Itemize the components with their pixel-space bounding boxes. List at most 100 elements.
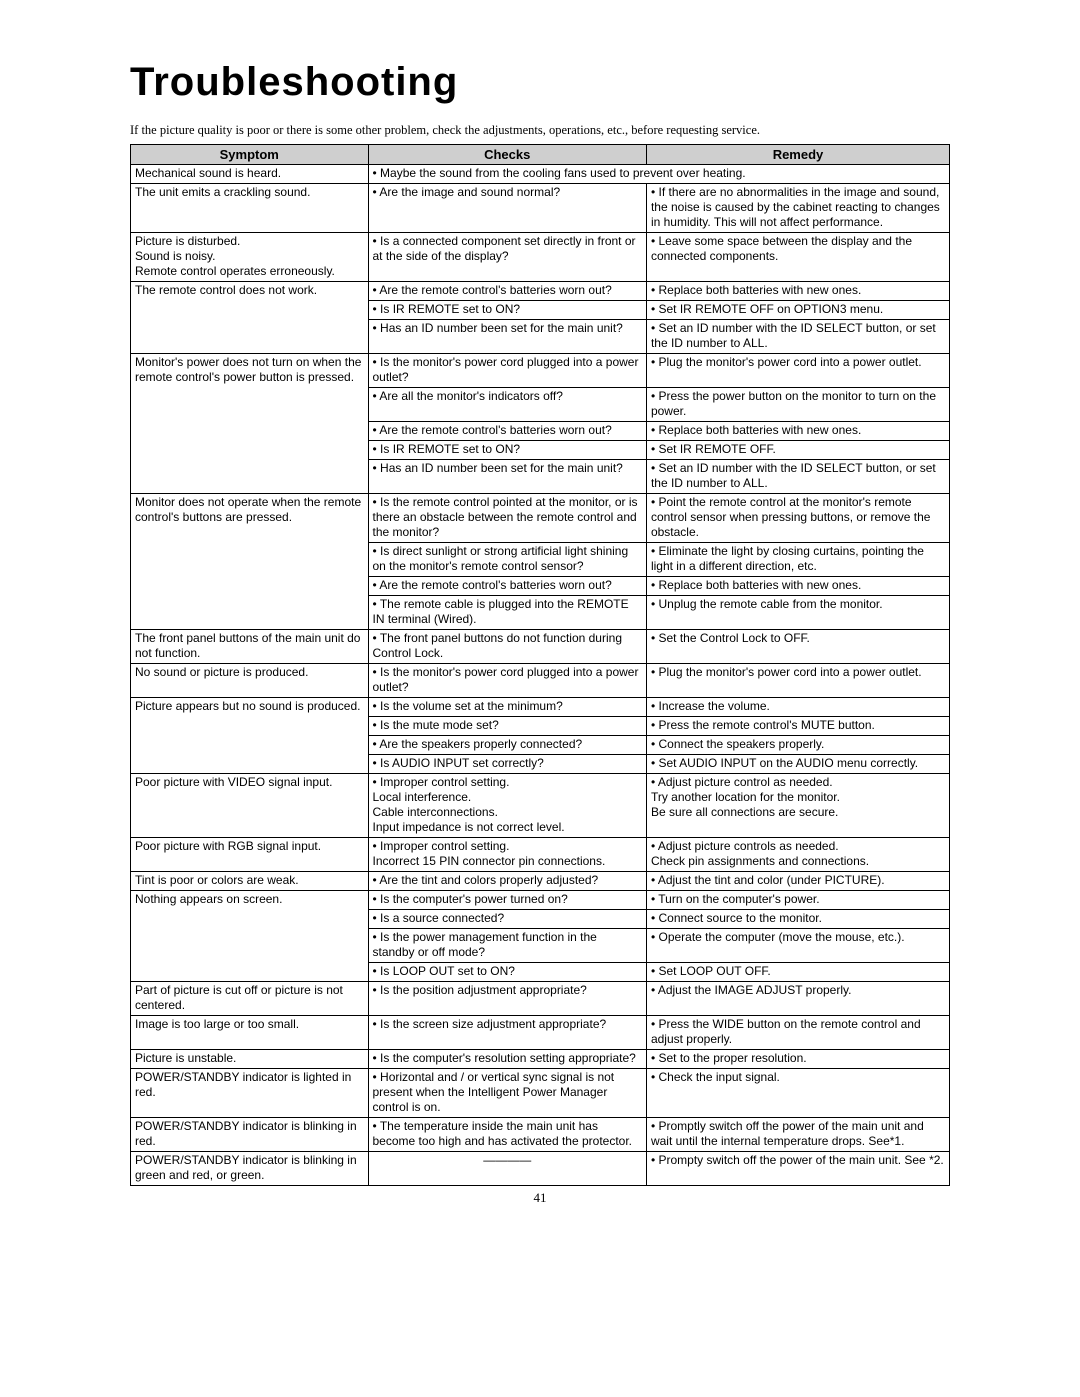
table-cell-remedy: • Set IR REMOTE OFF on OPTION3 menu. xyxy=(646,301,949,320)
table-cell-symptom xyxy=(131,422,369,441)
table-cell-check: • Is the position adjustment appropriate… xyxy=(368,982,646,1016)
page-title: Troubleshooting xyxy=(130,60,950,105)
table-cell-symptom: Poor picture with RGB signal input. xyxy=(131,838,369,872)
table-cell-symptom: POWER/STANDBY indicator is blinking in r… xyxy=(131,1118,369,1152)
table-cell-check: • The remote cable is plugged into the R… xyxy=(368,596,646,630)
table-cell-remedy: • Plug the monitor's power cord into a p… xyxy=(646,664,949,698)
table-cell-remedy: • Plug the monitor's power cord into a p… xyxy=(646,354,949,388)
table-cell-symptom xyxy=(131,736,369,755)
table-cell-remedy: • Set an ID number with the ID SELECT bu… xyxy=(646,460,949,494)
table-cell-check: • Is a source connected? xyxy=(368,910,646,929)
table-cell-remedy: • Replace both batteries with new ones. xyxy=(646,577,949,596)
table-cell-check: • Are the remote control's batteries wor… xyxy=(368,422,646,441)
table-cell-symptom xyxy=(131,910,369,929)
table-cell-symptom: Tint is poor or colors are weak. xyxy=(131,872,369,891)
table-cell-remedy: • Check the input signal. xyxy=(646,1069,949,1118)
table-cell-symptom: The unit emits a crackling sound. xyxy=(131,184,369,233)
table-cell-symptom xyxy=(131,717,369,736)
table-cell-check: • Is IR REMOTE set to ON? xyxy=(368,441,646,460)
table-cell-symptom: Part of picture is cut off or picture is… xyxy=(131,982,369,1016)
troubleshooting-table: Symptom Checks Remedy Mechanical sound i… xyxy=(130,144,950,1186)
table-cell-symptom xyxy=(131,596,369,630)
table-cell-symptom xyxy=(131,301,369,320)
table-cell-remedy: • Operate the computer (move the mouse, … xyxy=(646,929,949,963)
table-cell-check: • Is the mute mode set? xyxy=(368,717,646,736)
table-cell-remedy: • Adjust picture controls as needed.Chec… xyxy=(646,838,949,872)
table-cell-check: • Is IR REMOTE set to ON? xyxy=(368,301,646,320)
table-cell-symptom xyxy=(131,543,369,577)
table-cell-check: • Is the computer's resolution setting a… xyxy=(368,1050,646,1069)
table-cell-symptom xyxy=(131,388,369,422)
table-cell-remedy: • Promptly switch off the power of the m… xyxy=(646,1118,949,1152)
table-cell-remedy: • Set IR REMOTE OFF. xyxy=(646,441,949,460)
table-cell-symptom xyxy=(131,929,369,963)
table-cell-symptom: POWER/STANDBY indicator is lighted in re… xyxy=(131,1069,369,1118)
table-cell-symptom: The remote control does not work. xyxy=(131,282,369,301)
table-cell-check: • Is a connected component set directly … xyxy=(368,233,646,282)
col-symptom: Symptom xyxy=(131,145,369,165)
table-cell-symptom: Image is too large or too small. xyxy=(131,1016,369,1050)
table-cell-symptom: Mechanical sound is heard. xyxy=(131,165,369,184)
table-cell-check: • Improper control setting.Incorrect 15 … xyxy=(368,838,646,872)
table-cell-remedy: • Adjust the tint and color (under PICTU… xyxy=(646,872,949,891)
table-cell-check: • Is the monitor's power cord plugged in… xyxy=(368,664,646,698)
page-number: 41 xyxy=(130,1190,950,1206)
table-cell-merged: • Maybe the sound from the cooling fans … xyxy=(368,165,950,184)
table-cell-check: • The temperature inside the main unit h… xyxy=(368,1118,646,1152)
col-remedy: Remedy xyxy=(646,145,949,165)
table-cell-symptom: Monitor does not operate when the remote… xyxy=(131,494,369,543)
table-cell-check: • Are the tint and colors properly adjus… xyxy=(368,872,646,891)
table-cell-remedy: • Replace both batteries with new ones. xyxy=(646,422,949,441)
table-cell-symptom: Picture appears but no sound is produced… xyxy=(131,698,369,717)
table-cell-remedy: • Press the power button on the monitor … xyxy=(646,388,949,422)
table-cell-symptom xyxy=(131,963,369,982)
table-cell-remedy: • Turn on the computer's power. xyxy=(646,891,949,910)
table-cell-check: • The front panel buttons do not functio… xyxy=(368,630,646,664)
col-checks: Checks xyxy=(368,145,646,165)
table-cell-check: • Is AUDIO INPUT set correctly? xyxy=(368,755,646,774)
table-cell-remedy: • Eliminate the light by closing curtain… xyxy=(646,543,949,577)
table-cell-check: • Is the power management function in th… xyxy=(368,929,646,963)
table-cell-remedy: • Connect the speakers properly. xyxy=(646,736,949,755)
table-cell-check: • Are the remote control's batteries wor… xyxy=(368,282,646,301)
table-cell-remedy: • Press the remote control's MUTE button… xyxy=(646,717,949,736)
table-cell-remedy: • Set LOOP OUT OFF. xyxy=(646,963,949,982)
table-cell-remedy: • Connect source to the monitor. xyxy=(646,910,949,929)
table-cell-check: • Is the volume set at the minimum? xyxy=(368,698,646,717)
table-cell-check: • Is direct sunlight or strong artificia… xyxy=(368,543,646,577)
table-cell-remedy: • Prompty switch off the power of the ma… xyxy=(646,1152,949,1186)
table-cell-remedy: • Unplug the remote cable from the monit… xyxy=(646,596,949,630)
table-cell-remedy: • Set AUDIO INPUT on the AUDIO menu corr… xyxy=(646,755,949,774)
table-cell-check: • Horizontal and / or vertical sync sign… xyxy=(368,1069,646,1118)
table-cell-remedy: • Press the WIDE button on the remote co… xyxy=(646,1016,949,1050)
table-cell-symptom xyxy=(131,577,369,596)
table-cell-check: • Is the screen size adjustment appropri… xyxy=(368,1016,646,1050)
table-cell-remedy: • Set an ID number with the ID SELECT bu… xyxy=(646,320,949,354)
table-cell-remedy: • Replace both batteries with new ones. xyxy=(646,282,949,301)
table-cell-check: • Is the computer's power turned on? xyxy=(368,891,646,910)
table-cell-check: • Are the remote control's batteries wor… xyxy=(368,577,646,596)
table-cell-check: • Are all the monitor's indicators off? xyxy=(368,388,646,422)
table-cell-symptom: Nothing appears on screen. xyxy=(131,891,369,910)
table-cell-remedy: • Point the remote control at the monito… xyxy=(646,494,949,543)
table-cell-symptom xyxy=(131,460,369,494)
table-cell-check: • Has an ID number been set for the main… xyxy=(368,320,646,354)
table-cell-symptom: No sound or picture is produced. xyxy=(131,664,369,698)
table-cell-symptom: Monitor's power does not turn on when th… xyxy=(131,354,369,388)
table-cell-check: ———— xyxy=(368,1152,646,1186)
table-cell-symptom xyxy=(131,441,369,460)
table-cell-check: • Are the speakers properly connected? xyxy=(368,736,646,755)
table-cell-symptom xyxy=(131,320,369,354)
table-cell-remedy: • If there are no abnormalities in the i… xyxy=(646,184,949,233)
table-cell-check: • Is LOOP OUT set to ON? xyxy=(368,963,646,982)
table-cell-symptom: Picture is disturbed.Sound is noisy.Remo… xyxy=(131,233,369,282)
table-cell-check: • Improper control setting.Local interfe… xyxy=(368,774,646,838)
table-cell-remedy: • Adjust picture control as needed.Try a… xyxy=(646,774,949,838)
table-cell-symptom: Picture is unstable. xyxy=(131,1050,369,1069)
table-cell-check: • Has an ID number been set for the main… xyxy=(368,460,646,494)
intro-text: If the picture quality is poor or there … xyxy=(130,123,950,138)
table-cell-remedy: • Leave some space between the display a… xyxy=(646,233,949,282)
table-cell-remedy: • Increase the volume. xyxy=(646,698,949,717)
table-cell-remedy: • Adjust the IMAGE ADJUST properly. xyxy=(646,982,949,1016)
table-cell-symptom: POWER/STANDBY indicator is blinking in g… xyxy=(131,1152,369,1186)
